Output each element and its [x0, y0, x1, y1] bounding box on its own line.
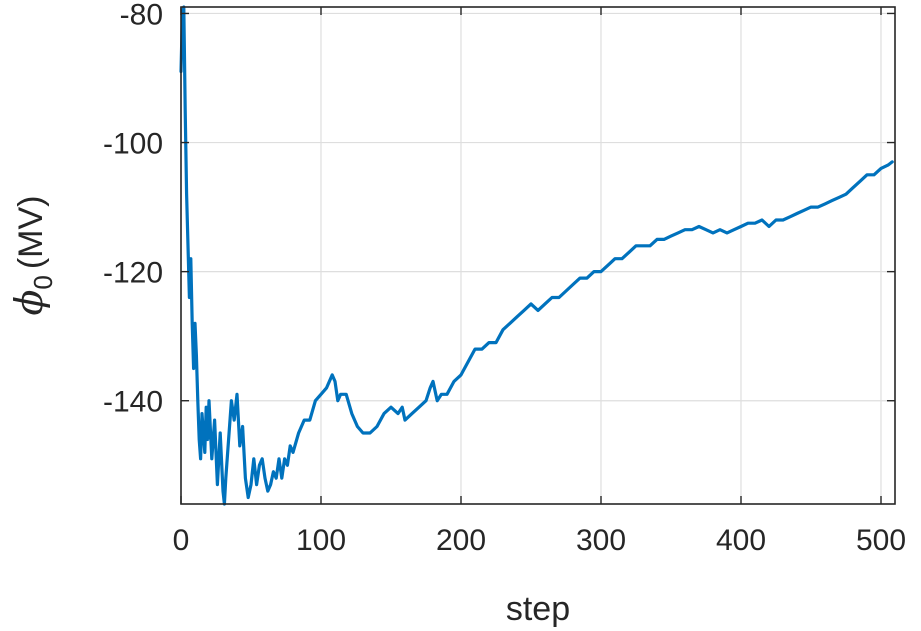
x-tick-label: 500 — [856, 524, 906, 557]
x-axis-label: step — [506, 590, 570, 628]
y-axis-label-unit: (MV) — [12, 195, 50, 269]
y-tick-label: -100 — [103, 128, 163, 161]
svg-text:ϕ0(MV): ϕ0 (MV) — [7, 195, 58, 315]
x-tick-label: 300 — [576, 524, 626, 557]
y-tick-label: -140 — [103, 386, 163, 419]
y-tick-label: -120 — [103, 257, 163, 290]
y-axis-label-subscript: 0 — [28, 275, 58, 289]
y-tick-label: -80 — [120, 0, 163, 31]
x-tick-label: 0 — [173, 524, 190, 557]
series-line — [179, 5, 894, 506]
grid-lines — [180, 7, 895, 504]
y-axis-label-symbol: ϕ — [7, 290, 51, 316]
x-tick-label: 100 — [296, 524, 346, 557]
x-tick-label: 400 — [716, 524, 766, 557]
y-axis-label: ϕ0 (MV) — [7, 195, 58, 315]
x-tick-label: 200 — [436, 524, 486, 557]
plot-area-frame — [180, 6, 896, 505]
axis-ticks: 0 100 200 300 400 500 -80 -100 -120 -140 — [103, 0, 906, 557]
